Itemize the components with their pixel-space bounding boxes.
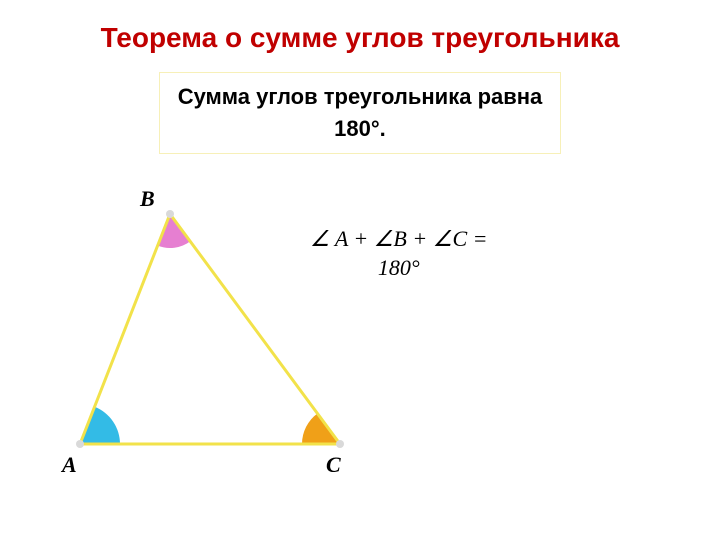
page-title: Теорема о сумме углов треугольника	[0, 22, 720, 54]
theorem-statement-box: Сумма углов треугольника равна 180°.	[159, 72, 562, 154]
equation-line-2: 180°	[310, 253, 487, 283]
theorem-line-2: 180°.	[178, 113, 543, 145]
angle-sum-equation: ∠ A + ∠B + ∠C = 180°	[310, 224, 487, 283]
diagram-area: B A C ∠ A + ∠B + ∠C = 180°	[0, 154, 720, 514]
theorem-line-1: Сумма углов треугольника равна	[178, 81, 543, 113]
triangle-diagram	[0, 154, 720, 514]
equation-line-1: ∠ A + ∠B + ∠C =	[310, 224, 487, 254]
vertex-label-b: B	[140, 186, 155, 212]
vertex-label-a: A	[62, 452, 77, 478]
vertex-label-c: C	[326, 452, 341, 478]
